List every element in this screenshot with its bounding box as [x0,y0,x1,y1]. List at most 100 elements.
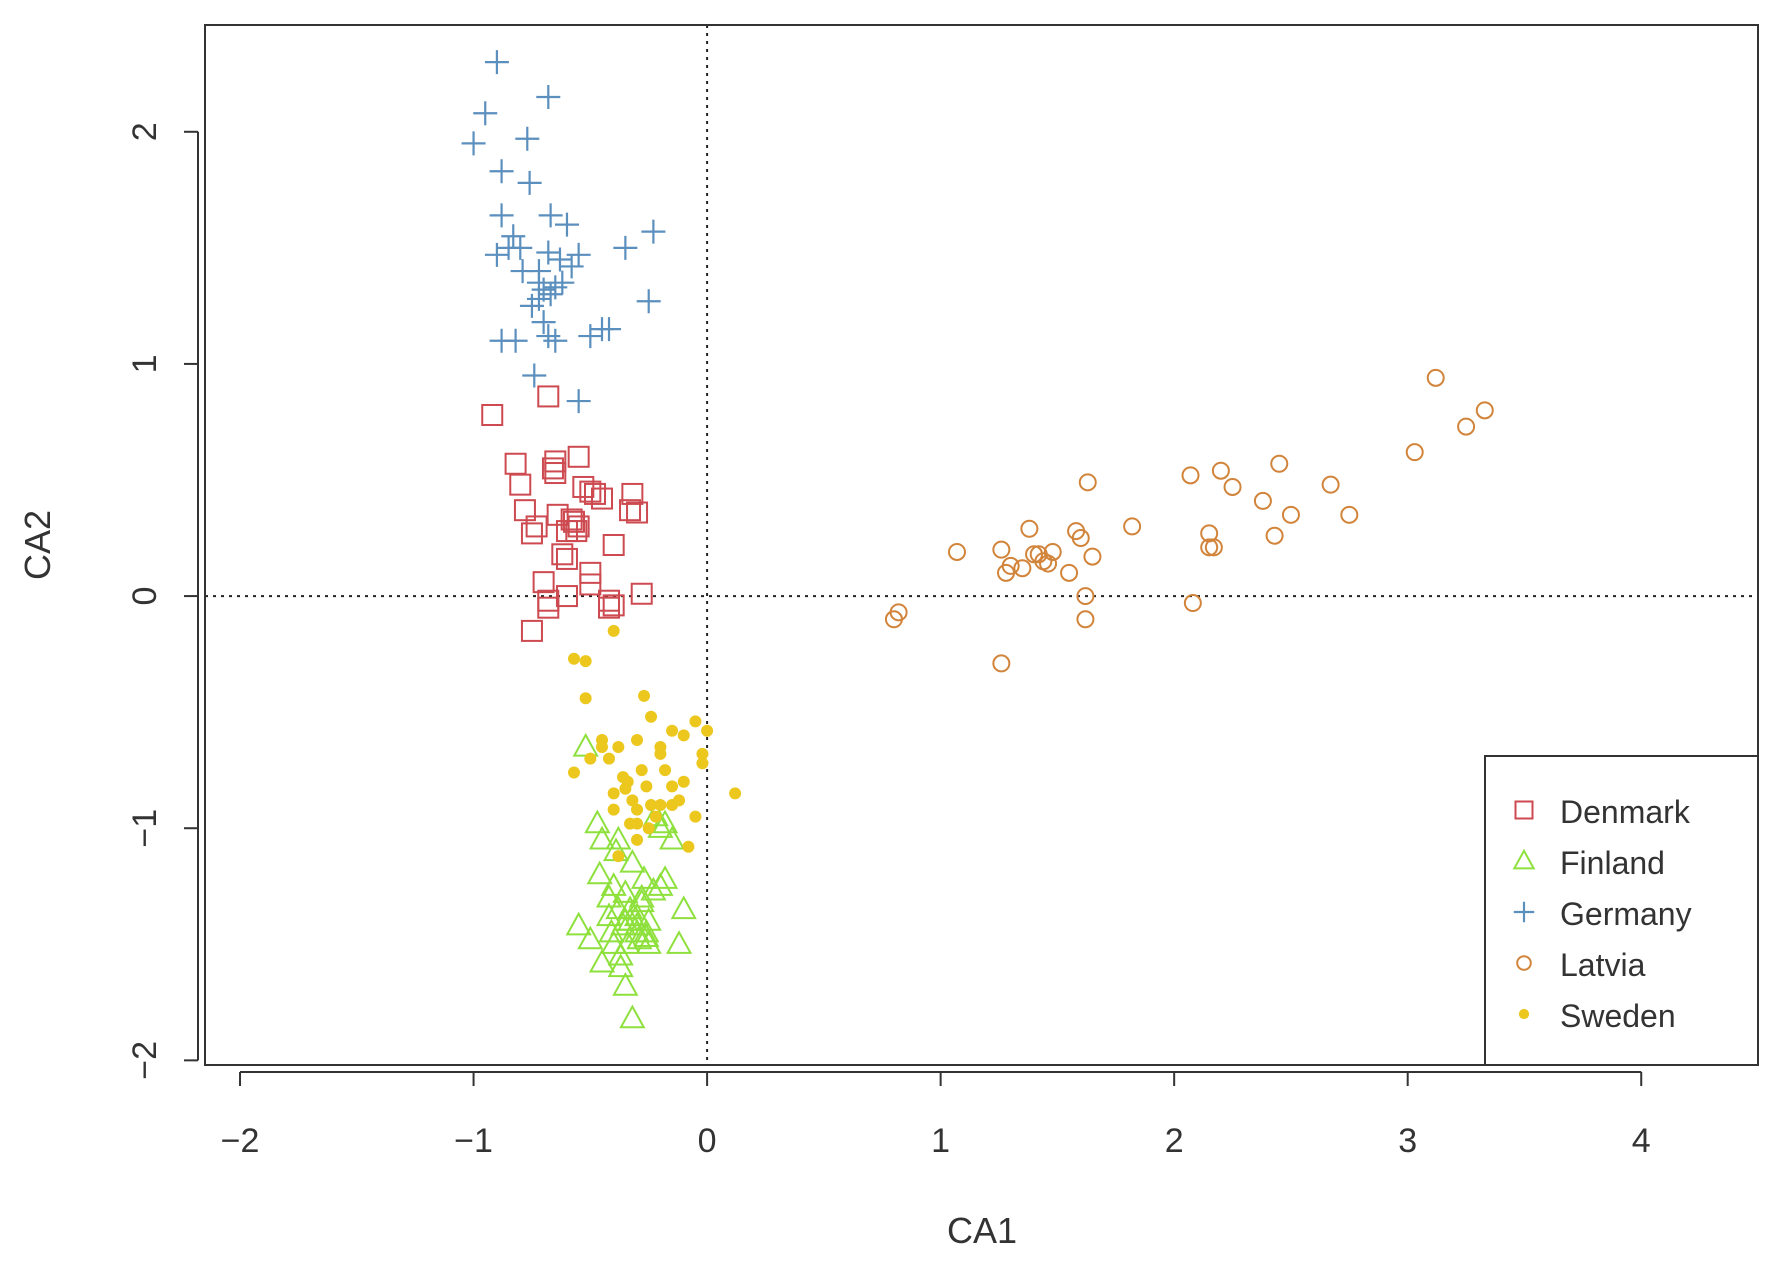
data-point-sweden [567,766,580,779]
x-tick-label: 3 [1398,1122,1417,1160]
data-point-denmark [520,522,543,545]
data-point-germany [578,324,603,349]
data-point-germany [543,328,568,353]
legend-label-denmark: Denmark [1560,794,1691,830]
data-point-sweden [612,850,625,863]
data-point-sweden [579,692,592,705]
data-point-latvia [1043,542,1062,561]
data-point-denmark [520,619,543,642]
data-point-sweden [666,799,679,811]
data-point-latvia [1204,538,1223,557]
data-point-latvia [1265,526,1284,545]
data-point-germany [489,159,514,184]
data-point-finland [607,941,634,966]
data-point-finland [586,860,613,885]
data-point-finland [565,911,592,936]
data-point-finland [640,876,667,901]
data-point-denmark [584,482,607,505]
data-point-finland [630,865,658,889]
data-point-finland [612,907,639,931]
data-point-sweden [607,803,620,816]
x-tick-label: 1 [931,1122,950,1160]
data-point-germany [531,310,556,335]
data-point-denmark [602,534,625,556]
data-point-sweden [677,729,690,742]
data-point-denmark [481,404,504,426]
data-point-finland [619,1004,646,1029]
series-finland [565,732,697,1029]
data-point-denmark [555,585,578,608]
legend-marker-finland [1512,848,1536,870]
data-point-denmark [626,501,649,524]
x-axis-title: CA1 [947,1210,1017,1251]
data-point-denmark [544,450,567,473]
x-tick-label: 4 [1632,1122,1651,1160]
data-point-finland [647,872,674,896]
data-point-germany [547,247,572,272]
data-point-germany [543,275,568,300]
data-point-germany [519,293,544,318]
data-point-germany [597,317,622,342]
data-point-latvia [1281,505,1300,524]
data-point-finland [628,883,655,908]
data-point-denmark [525,515,548,538]
data-point-denmark [532,571,555,594]
data-point-latvia [1200,538,1219,557]
data-point-sweden [631,803,644,816]
legend-marker-denmark [1514,800,1534,820]
x-tick-label: −2 [221,1122,260,1160]
data-point-germany [566,242,591,267]
data-point-denmark [630,582,653,605]
data-point-germany [503,328,528,353]
legend-label-germany: Germany [1560,896,1692,932]
data-point-denmark [619,499,642,522]
x-tick-label: 2 [1165,1122,1184,1160]
legend-label-latvia: Latvia [1560,947,1646,983]
data-point-latvia [992,654,1011,673]
data-point-sweden [640,780,653,793]
data-point-latvia [1020,519,1039,538]
data-point-germany [613,235,638,260]
data-point-finland [600,930,627,954]
data-point-latvia [1076,587,1095,606]
data-point-latvia [1083,547,1102,566]
data-point-finland [607,953,634,978]
data-point-finland [633,923,660,947]
data-point-finland [612,972,639,996]
data-point-latvia [1001,556,1020,575]
data-point-sweden [696,757,709,770]
data-point-denmark [591,487,614,510]
data-point-denmark [598,596,621,619]
data-point-denmark [544,462,567,485]
y-axis-title: CA2 [17,510,58,580]
data-point-latvia [992,540,1011,559]
data-point-sweden [654,799,667,811]
data-point-sweden [624,817,637,830]
data-point-denmark [579,573,602,596]
data-point-denmark [572,475,595,498]
data-point-germany [566,389,591,414]
data-point-denmark [551,543,574,566]
data-point-latvia [1253,491,1272,510]
data-point-denmark [537,596,560,619]
data-point-germany [484,50,509,75]
legend-item-denmark: Denmark [1514,794,1691,830]
data-point-germany [501,224,526,249]
data-point-latvia [1340,505,1359,524]
data-point-sweden [603,752,616,765]
series-sweden [567,624,742,863]
y-tick-label: −2 [126,1041,164,1080]
data-point-germany [536,84,561,109]
data-point-sweden [645,799,658,811]
data-point-denmark [504,452,527,475]
data-point-denmark [560,508,583,531]
data-point-denmark [579,480,602,503]
data-point-sweden [689,810,702,823]
data-point-germany [489,203,514,228]
data-point-germany [484,242,509,267]
data-point-sweden [689,715,702,728]
data-point-denmark [621,482,644,505]
data-points [461,50,1494,1029]
data-point-sweden [654,747,667,760]
data-point-finland [665,930,693,954]
